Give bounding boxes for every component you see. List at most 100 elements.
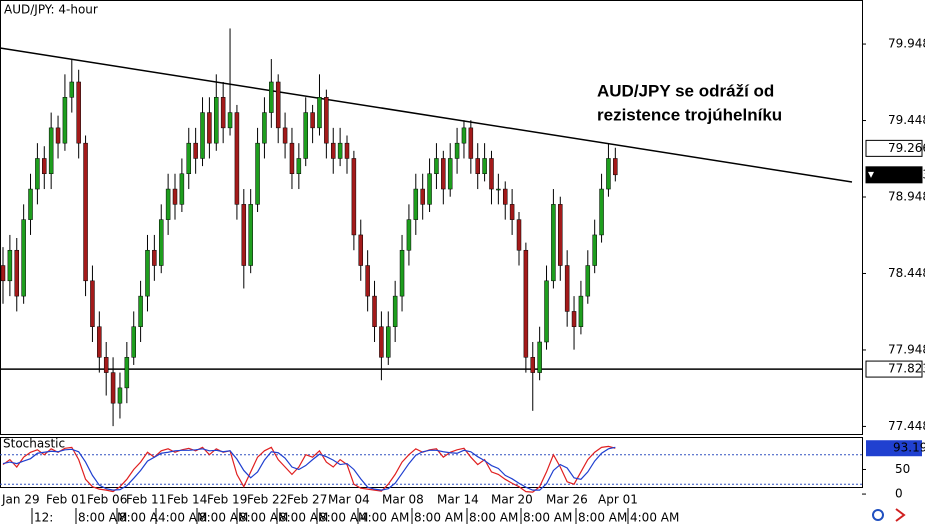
- candle-body: [69, 81, 75, 98]
- candle-body: [165, 188, 171, 220]
- candle-body: [544, 280, 549, 343]
- x-date-label: Feb 01: [46, 493, 86, 507]
- y-tick-label: 50: [895, 462, 910, 476]
- candle-body: [255, 142, 260, 205]
- candle-body: [344, 142, 350, 159]
- candle-body: [434, 158, 439, 175]
- candle-body: [496, 188, 501, 191]
- candle-body: [269, 81, 274, 113]
- price-marker-label: 79.266: [888, 141, 925, 155]
- candle-body: [124, 357, 130, 389]
- candle-body: [324, 97, 329, 144]
- stoch-line: [2, 446, 616, 491]
- candle-body: [516, 219, 522, 251]
- candle-body: [179, 173, 185, 205]
- candle-body: [0, 265, 6, 282]
- candle-body: [592, 234, 597, 266]
- price-panel: [0, 0, 863, 435]
- y-tick-label: 79.448: [888, 113, 925, 127]
- candle-body: [606, 158, 611, 190]
- candle-body: [310, 112, 315, 129]
- candle-body: [461, 127, 467, 144]
- candle-body: [28, 188, 33, 220]
- candle-body: [399, 249, 405, 297]
- candle-body: [152, 249, 157, 266]
- candle-body: [578, 295, 584, 327]
- price-marker: [865, 360, 923, 378]
- x-time-label: 8:00 AM: [469, 511, 518, 525]
- candle-body: [207, 112, 212, 144]
- x-date-label: Mar 20: [491, 493, 533, 507]
- x-time-label: 8:00 AM: [578, 511, 627, 525]
- x-date-label: Mar 26: [546, 493, 588, 507]
- x-date-label: Feb 27: [287, 493, 327, 507]
- candle-body: [379, 326, 384, 358]
- x-time-label: 4:00 AM: [630, 511, 679, 525]
- x-time-label: 4:00 AM: [360, 511, 409, 525]
- candle-body: [110, 372, 116, 404]
- x-time-label: 8:00 AM: [414, 511, 463, 525]
- candle-body: [289, 142, 295, 175]
- x-time-label: 8:00 AM: [239, 511, 288, 525]
- x-date-label: Feb 22: [247, 493, 287, 507]
- price-pointer: [868, 171, 874, 178]
- candle-body: [296, 158, 302, 175]
- candle-body: [489, 158, 494, 190]
- candle-body: [227, 112, 233, 129]
- stochastic-title: Stochastic: [3, 437, 65, 451]
- icon[interactable]: [872, 509, 884, 521]
- candle-body: [55, 127, 61, 144]
- candle-body: [558, 204, 563, 266]
- candle-body: [564, 265, 570, 312]
- toolbar-icons[interactable]: [872, 508, 906, 522]
- annotation: AUD/JPY se odráží od: [597, 81, 774, 100]
- y-tick-label: 77.948: [888, 342, 925, 356]
- stoch-marker: [866, 440, 922, 457]
- price-marker: [865, 139, 923, 157]
- price-marker: [865, 166, 923, 184]
- candle-body: [454, 142, 460, 159]
- title-box: [1, 1, 93, 19]
- candle-body: [392, 295, 398, 327]
- x-time-label: 8:00 A: [119, 511, 159, 525]
- candle-body: [90, 280, 95, 327]
- candle-body: [358, 234, 364, 266]
- x-date-label: Jan 29: [1, 493, 40, 507]
- x-time-label: 8:00 AM: [78, 511, 127, 525]
- annotation: rezistence trojúhelníku: [597, 105, 782, 124]
- candle-body: [365, 265, 370, 297]
- candle-body: [200, 112, 205, 159]
- chart-title: AUD/JPY: 4-hour: [4, 3, 98, 17]
- candle-body: [14, 249, 20, 297]
- y-tick-label: 77.448: [888, 419, 925, 433]
- stochastic-panel: [0, 437, 863, 488]
- candle-body: [21, 219, 26, 297]
- x-date-label: Apr 01: [598, 493, 638, 507]
- candle-body: [62, 97, 68, 144]
- candle-body: [186, 142, 192, 175]
- x-time-label: 8:00 AM: [319, 511, 368, 525]
- x-date-label: Feb 11: [126, 493, 166, 507]
- stoch-line: [2, 445, 616, 493]
- icon[interactable]: [895, 508, 906, 522]
- resistance-line: [0, 47, 853, 183]
- candle-body: [468, 127, 474, 159]
- y-tick-label: 78.448: [888, 266, 925, 280]
- x-date-label: Feb 06: [87, 493, 127, 507]
- candle-body: [103, 357, 109, 373]
- candle-body: [138, 295, 143, 327]
- candle-body: [585, 265, 591, 297]
- candle-body: [35, 158, 40, 190]
- candle-body: [475, 158, 480, 175]
- candle-body: [317, 97, 322, 129]
- candle-body: [372, 295, 377, 327]
- candle-body: [303, 112, 308, 159]
- candle-body: [537, 341, 542, 373]
- candle-body: [613, 158, 618, 176]
- x-date-label: Mar 08: [382, 493, 424, 507]
- candle-body: [599, 188, 604, 236]
- candle-body: [262, 112, 267, 144]
- candle-body: [523, 249, 529, 358]
- candle-body: [351, 158, 357, 236]
- x-date-label: Feb 14: [167, 493, 207, 507]
